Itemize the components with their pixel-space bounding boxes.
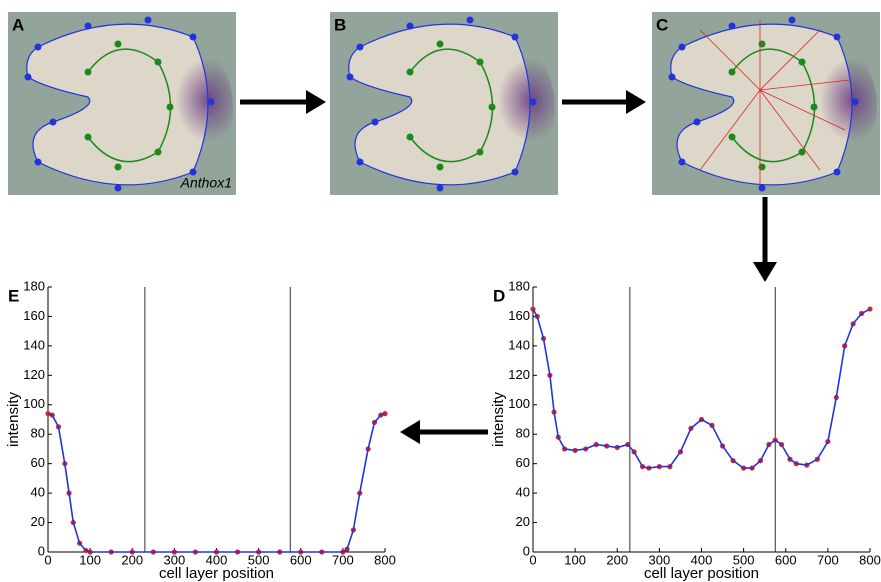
y-tick-label: 140 bbox=[23, 337, 45, 352]
y-tick-label: 0 bbox=[523, 543, 530, 558]
y-tick-label: 100 bbox=[508, 396, 530, 411]
panel-label: D bbox=[493, 286, 505, 305]
y-tick-label: 80 bbox=[31, 426, 45, 441]
y-tick-label: 60 bbox=[516, 455, 530, 470]
y-tick-label: 0 bbox=[38, 543, 45, 558]
y-tick-label: 40 bbox=[516, 485, 530, 500]
y-axis-label: intensity bbox=[490, 391, 507, 447]
panel-image bbox=[651, 11, 881, 196]
x-tick-label: 400 bbox=[206, 552, 228, 567]
x-tick-label: 100 bbox=[564, 552, 586, 567]
x-tick-label: 500 bbox=[733, 552, 755, 567]
x-tick-label: 0 bbox=[529, 552, 536, 567]
y-tick-label: 160 bbox=[508, 308, 530, 323]
x-axis-label: cell layer position bbox=[159, 565, 274, 582]
x-tick-label: 600 bbox=[775, 552, 797, 567]
x-tick-label: 700 bbox=[817, 552, 839, 567]
panel-image bbox=[7, 11, 237, 196]
radial-lines bbox=[699, 20, 851, 185]
y-tick-label: 120 bbox=[23, 367, 45, 382]
y-tick-label: 140 bbox=[508, 337, 530, 352]
x-tick-label: 300 bbox=[649, 552, 671, 567]
x-tick-label: 400 bbox=[691, 552, 713, 567]
y-tick-label: 60 bbox=[31, 455, 45, 470]
y-tick-label: 120 bbox=[508, 367, 530, 382]
y-axis-label: intensity bbox=[5, 391, 22, 447]
x-axis-label: cell layer position bbox=[644, 565, 759, 582]
panel-label: A bbox=[12, 15, 24, 34]
panel-label: E bbox=[8, 286, 19, 305]
y-tick-label: 20 bbox=[516, 514, 530, 529]
line bbox=[47, 412, 386, 553]
y-tick-label: 20 bbox=[31, 514, 45, 529]
y-tick-label: 100 bbox=[23, 396, 45, 411]
x-tick-label: 800 bbox=[374, 552, 396, 567]
y-tick-label: 40 bbox=[31, 485, 45, 500]
x-tick-label: 700 bbox=[332, 552, 354, 567]
panel-label: C bbox=[656, 15, 668, 34]
x-tick-label: 0 bbox=[44, 552, 51, 567]
y-tick-label: 180 bbox=[508, 278, 530, 293]
panel-label: B bbox=[334, 15, 346, 34]
arrows bbox=[240, 90, 777, 444]
y-tick-label: 180 bbox=[23, 278, 45, 293]
x-tick-label: 600 bbox=[290, 552, 312, 567]
annotation: Anthox1 bbox=[180, 175, 232, 191]
x-tick-label: 500 bbox=[248, 552, 270, 567]
x-tick-label: 200 bbox=[606, 552, 628, 567]
x-tick-label: 300 bbox=[164, 552, 186, 567]
x-tick-label: 100 bbox=[79, 552, 101, 567]
x-tick-label: 200 bbox=[121, 552, 143, 567]
x-tick-label: 800 bbox=[859, 552, 881, 567]
line bbox=[532, 308, 871, 469]
y-tick-label: 80 bbox=[516, 426, 530, 441]
y-tick-label: 160 bbox=[23, 308, 45, 323]
panel-image bbox=[329, 11, 559, 196]
